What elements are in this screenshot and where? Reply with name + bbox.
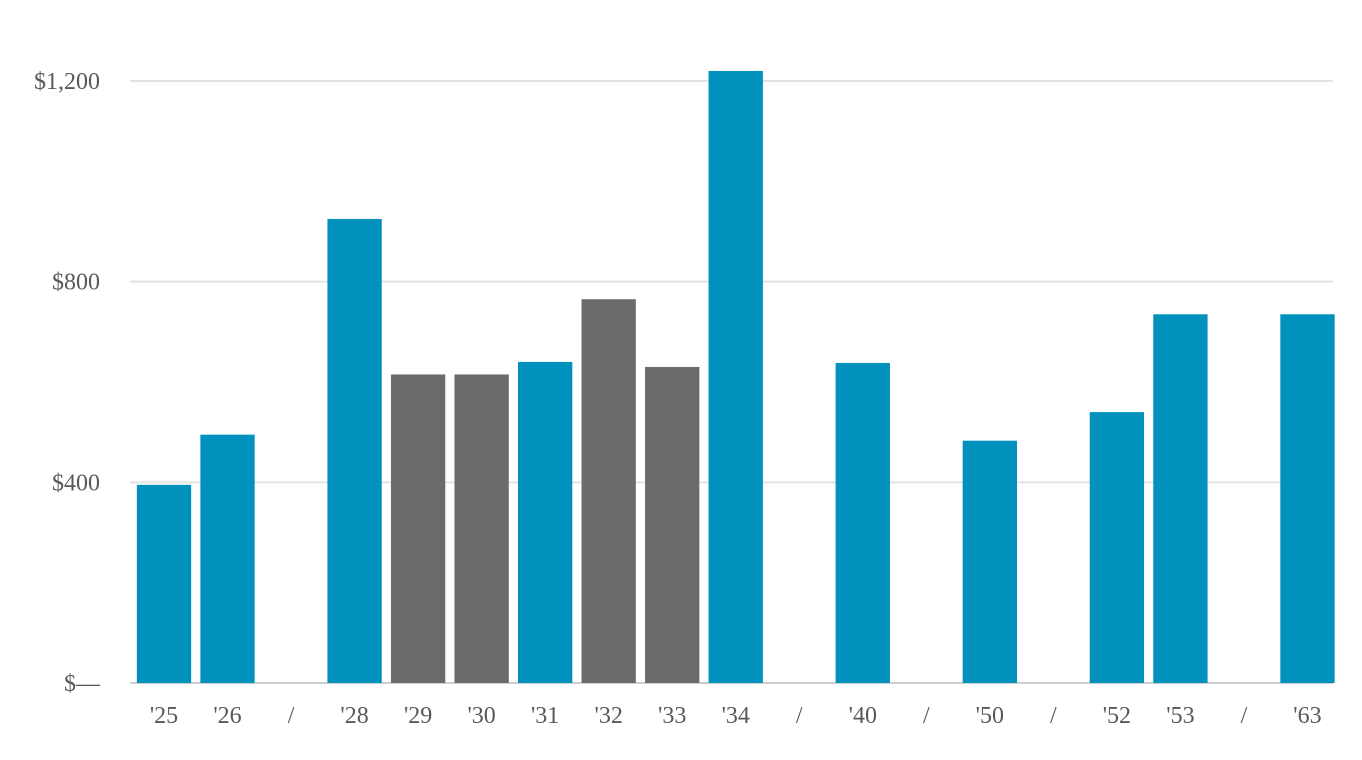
bars — [136, 70, 1335, 684]
bar — [200, 434, 255, 683]
bar — [327, 218, 382, 684]
bar — [835, 362, 890, 683]
bar — [645, 366, 700, 683]
bar — [581, 299, 636, 683]
bar — [390, 374, 446, 683]
bar — [962, 440, 1017, 683]
x-tick-label: '29 — [404, 703, 432, 729]
x-tick-label: / — [796, 703, 803, 729]
bar — [454, 374, 509, 683]
bar — [1089, 412, 1145, 683]
bar — [518, 361, 573, 683]
y-tick-label: $800 — [52, 270, 100, 296]
x-tick-label: '63 — [1293, 703, 1321, 729]
x-tick-label: '40 — [849, 703, 877, 729]
x-tick-label: '31 — [531, 703, 559, 729]
x-tick-label: '28 — [340, 703, 368, 729]
bar — [136, 484, 192, 683]
x-tick-label: / — [1241, 703, 1248, 729]
bar — [1153, 314, 1208, 683]
bar — [1280, 314, 1335, 683]
x-tick-label: '34 — [722, 703, 750, 729]
x-tick-label: '33 — [658, 703, 686, 729]
y-tick-label: $1,200 — [34, 69, 100, 95]
x-tick-label: / — [923, 703, 930, 729]
x-tick-label: '32 — [595, 703, 623, 729]
y-tick-label: $— — [64, 671, 101, 697]
x-tick-label: '25 — [150, 703, 178, 729]
x-tick-label: '30 — [467, 703, 495, 729]
x-tick-label: '53 — [1166, 703, 1194, 729]
x-axis-tick-labels: '25 '26 / '28 '29 '30 '31 '32 '33 '34 / '40 / '50 / '52… — [150, 703, 1322, 729]
x-tick-label: / — [1050, 703, 1057, 729]
bar — [708, 70, 763, 683]
x-tick-label: '26 — [213, 703, 241, 729]
x-tick-label: '52 — [1103, 703, 1131, 729]
x-tick-label: '50 — [976, 703, 1004, 729]
y-axis-tick-labels: $— $400 $800 $1,200 — [34, 69, 101, 697]
x-tick-label: / — [288, 703, 295, 729]
y-tick-label: $400 — [52, 470, 100, 496]
